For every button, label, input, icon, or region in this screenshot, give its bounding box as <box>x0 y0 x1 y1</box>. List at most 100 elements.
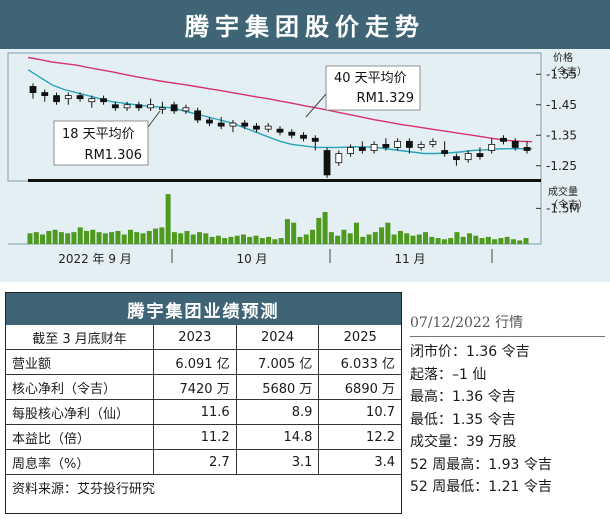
volume-bar <box>127 229 133 244</box>
table-row: 周息率（%） 2.7 3.1 3.4 <box>6 449 401 475</box>
volume-bar <box>310 229 316 244</box>
volume-bar <box>454 232 460 244</box>
lower-section: 腾宇集团业绩预测 截至 3 月底财年 2023 2024 2025 营业额 6.… <box>0 282 610 519</box>
candle-body <box>264 125 272 130</box>
ma40-callout-name: 40 天平均价 <box>334 71 407 86</box>
volume-bar <box>353 222 359 244</box>
cell: 12.2 <box>318 424 401 450</box>
volume-bar <box>504 236 510 244</box>
volume-bar <box>473 235 479 244</box>
candle-body <box>500 137 507 142</box>
volume-bar <box>391 234 397 244</box>
volume-bar <box>259 238 265 244</box>
volume-bar <box>52 229 58 244</box>
volume-bar <box>121 234 127 244</box>
volume-bar <box>448 238 454 244</box>
x-label: 11 月 <box>394 252 425 266</box>
panel-separator <box>28 179 541 182</box>
volume-tick-label: -1.5M <box>546 201 580 215</box>
title-banner: 腾宇集团股价走势 <box>0 0 610 49</box>
volume-bar <box>209 236 215 244</box>
candle-body <box>347 147 354 154</box>
volume-bar <box>159 227 165 244</box>
source-note: 资料来源：艾芬投行研究 <box>6 474 401 499</box>
candle-body <box>111 104 119 109</box>
ma40-callout-pointer <box>305 93 327 118</box>
volume-bar <box>266 236 272 244</box>
chart-title: 腾宇集团股价走势 <box>185 13 425 41</box>
volume-bar <box>153 228 159 244</box>
candle-body <box>76 95 84 100</box>
volume-bar <box>240 234 246 244</box>
volume-bar <box>322 211 328 244</box>
volume-bar <box>140 233 146 244</box>
volume-bar <box>203 233 209 244</box>
candle-body <box>523 147 531 151</box>
cell: 6.033 亿 <box>318 349 401 375</box>
volume-bar <box>397 230 403 244</box>
row-label: 每股核心净利（仙） <box>6 399 154 425</box>
volume-bar <box>90 229 96 244</box>
candle-body <box>147 104 155 109</box>
candle-body <box>170 104 178 112</box>
volume-bar <box>404 233 410 244</box>
row-label: 本益比（倍） <box>6 424 154 450</box>
price-tick-label: -1.25 <box>546 159 577 173</box>
candle-body <box>217 122 225 127</box>
volume-bar <box>253 235 259 244</box>
cell: 7420 万 <box>153 374 237 400</box>
volume-bar <box>297 236 303 244</box>
volume-bar <box>102 233 108 244</box>
volume-bar <box>77 227 83 244</box>
price-unit-label: 价格 <box>553 51 573 64</box>
price-unit-sub: （令吉） <box>547 65 587 78</box>
candle-body <box>253 125 260 130</box>
candle-body <box>276 128 284 133</box>
volume-bar <box>284 219 290 244</box>
stat-52w-high: 52 周最高：1.93 令吉 <box>410 456 552 473</box>
volume-bar <box>316 217 322 244</box>
ma18-callout-pointer <box>147 110 161 128</box>
cell: 7.005 亿 <box>235 349 320 375</box>
candle-body <box>123 104 131 109</box>
volume-bar <box>178 233 184 244</box>
candle-body <box>135 104 143 109</box>
volume-bar <box>492 239 498 244</box>
volume-unit-label: 成交量 <box>548 185 578 198</box>
volume-bar <box>335 235 341 244</box>
ma18-callout-box <box>53 120 149 166</box>
header-label: 截至 3 月底财年 <box>6 325 154 350</box>
volume-bar <box>184 230 190 244</box>
candle-body <box>441 150 449 154</box>
stat-high: 最高：1.36 令吉 <box>410 389 516 405</box>
volume-bar <box>278 238 284 244</box>
candle-body <box>335 153 343 164</box>
ma18-callout-value: RM1.306 <box>85 148 142 163</box>
volume-bar <box>40 234 46 244</box>
volume-bar <box>372 232 378 244</box>
volume-bar <box>84 230 90 244</box>
candle-body <box>300 134 307 139</box>
volume-bar <box>27 233 33 244</box>
volume-bar <box>234 235 240 244</box>
candle-body <box>511 140 519 148</box>
stat-52w-low: 52 周最低：1.21 令吉 <box>410 479 552 495</box>
volume-bar <box>71 232 77 244</box>
header-year: 2024 <box>235 325 320 350</box>
volume-bar <box>379 227 385 244</box>
forecast-table: 截至 3 月底财年 2023 2024 2025 营业额 6.091 亿 7.0… <box>6 325 401 499</box>
forecast-title: 腾宇集团业绩预测 <box>6 293 401 325</box>
table-row: 营业额 6.091 亿 7.005 亿 6.033 亿 <box>6 349 401 375</box>
volume-bar <box>222 238 228 244</box>
volume-bar <box>523 238 529 244</box>
volume-bar <box>517 240 523 244</box>
row-label: 营业额 <box>6 349 154 375</box>
x-label: 2022 年 9 月 <box>58 252 132 266</box>
volume-bar <box>171 232 177 244</box>
volume-bar <box>328 232 334 244</box>
cell: 6.091 亿 <box>153 349 237 375</box>
cell: 14.8 <box>235 424 320 450</box>
candle-body <box>370 144 378 151</box>
stat-close: 闭市价：1.36 令吉 <box>410 344 530 360</box>
cell: 5680 万 <box>235 374 320 400</box>
